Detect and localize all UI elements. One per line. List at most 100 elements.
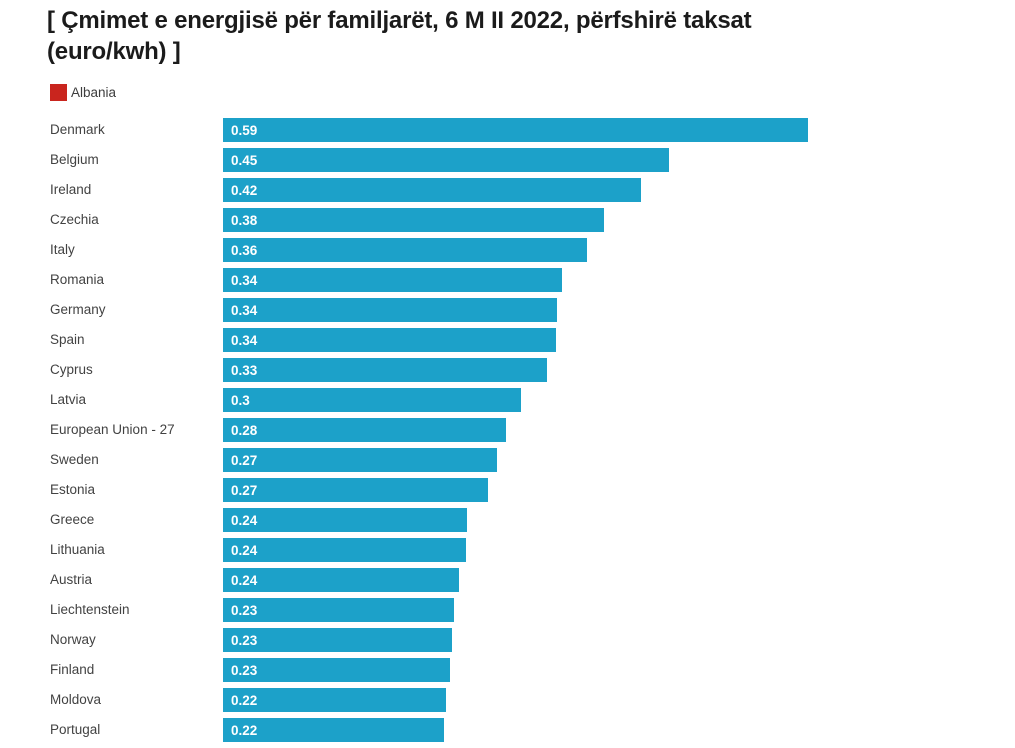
- chart-row: Denmark 0.59: [0, 118, 1015, 148]
- category-label: Latvia: [50, 392, 87, 407]
- bar-track: 0.38: [223, 208, 1015, 232]
- bar[interactable]: 0.36: [223, 238, 587, 262]
- value-label: 0.28: [231, 422, 258, 438]
- bar[interactable]: 0.33: [223, 358, 547, 382]
- bar[interactable]: 0.23: [223, 628, 452, 652]
- chart-row: Spain 0.34: [0, 328, 1015, 358]
- chart-row: Romania 0.34: [0, 268, 1015, 298]
- category-label: Moldova: [50, 692, 102, 707]
- bar-track: 0.24: [223, 508, 1015, 532]
- bar[interactable]: 0.23: [223, 598, 454, 622]
- value-label: 0.22: [231, 722, 258, 738]
- value-label: 0.34: [231, 302, 258, 318]
- bar-track: 0.23: [223, 628, 1015, 652]
- category-label: Greece: [50, 512, 95, 527]
- chart-row: Latvia 0.3: [0, 388, 1015, 418]
- bar[interactable]: 0.42: [223, 178, 641, 202]
- legend-label: Albania: [71, 85, 117, 100]
- value-label: 0.59: [231, 122, 258, 138]
- bar-track: 0.27: [223, 448, 1015, 472]
- bar-track: 0.23: [223, 658, 1015, 682]
- bar-track: 0.34: [223, 268, 1015, 292]
- category-label: Austria: [50, 572, 93, 587]
- bar-track: 0.34: [223, 298, 1015, 322]
- category-label: Sweden: [50, 452, 99, 467]
- legend-item-albania[interactable]: Albania: [50, 84, 116, 101]
- chart-row: Portugal 0.22: [0, 718, 1015, 748]
- value-label: 0.36: [231, 242, 258, 258]
- chart-row: Cyprus 0.33: [0, 358, 1015, 388]
- chart-row: Germany 0.34: [0, 298, 1015, 328]
- category-label: Estonia: [50, 482, 96, 497]
- chart-row: Norway 0.23: [0, 628, 1015, 658]
- value-label: 0.27: [231, 482, 258, 498]
- chart-row: Czechia 0.38: [0, 208, 1015, 238]
- category-label: Liechtenstein: [50, 602, 130, 617]
- category-label: Romania: [50, 272, 105, 287]
- chart-title: [ Çmimet e energjisë për familjarët, 6 M…: [47, 7, 752, 65]
- category-label: Finland: [50, 662, 95, 677]
- chart-row: Lithuania 0.24: [0, 538, 1015, 568]
- value-label: 0.34: [231, 332, 258, 348]
- bar[interactable]: 0.22: [223, 718, 444, 742]
- bar-track: 0.36: [223, 238, 1015, 262]
- bar-track: 0.22: [223, 688, 1015, 712]
- chart-row: Belgium 0.45: [0, 148, 1015, 178]
- category-label: Portugal: [50, 722, 101, 737]
- value-label: 0.23: [231, 662, 258, 678]
- bar[interactable]: 0.22: [223, 688, 446, 712]
- bar-track: 0.42: [223, 178, 1015, 202]
- bar[interactable]: 0.23: [223, 658, 450, 682]
- value-label: 0.23: [231, 632, 258, 648]
- bar-track: 0.3: [223, 388, 1015, 412]
- category-label: Italy: [50, 242, 75, 257]
- bar[interactable]: 0.27: [223, 448, 497, 472]
- value-label: 0.45: [231, 152, 258, 168]
- bar-track: 0.59: [223, 118, 1015, 142]
- bar[interactable]: 0.24: [223, 568, 459, 592]
- value-label: 0.23: [231, 602, 258, 618]
- bar-track: 0.22: [223, 718, 1015, 742]
- bar[interactable]: 0.27: [223, 478, 488, 502]
- bar-track: 0.33: [223, 358, 1015, 382]
- bar[interactable]: 0.34: [223, 298, 557, 322]
- category-label: Ireland: [50, 182, 92, 197]
- bar-track: 0.34: [223, 328, 1015, 352]
- bar[interactable]: 0.45: [223, 148, 669, 172]
- value-label: 0.38: [231, 212, 258, 228]
- category-label: Germany: [50, 302, 106, 317]
- chart-row: Ireland 0.42: [0, 178, 1015, 208]
- bar[interactable]: 0.59: [223, 118, 808, 142]
- bar-track: 0.45: [223, 148, 1015, 172]
- category-label: Denmark: [50, 122, 105, 137]
- bar[interactable]: 0.38: [223, 208, 604, 232]
- bar[interactable]: 0.34: [223, 268, 562, 292]
- category-label: Czechia: [50, 212, 99, 227]
- category-label: Spain: [50, 332, 85, 347]
- bar[interactable]: 0.24: [223, 538, 466, 562]
- chart-row: Austria 0.24: [0, 568, 1015, 598]
- bar-chart: Denmark 0.59 Belgium 0.45 Ireland 0.42 C…: [0, 118, 1015, 748]
- bar-track: 0.28: [223, 418, 1015, 442]
- category-label: Lithuania: [50, 542, 105, 557]
- value-label: 0.34: [231, 272, 258, 288]
- bar[interactable]: 0.3: [223, 388, 521, 412]
- value-label: 0.27: [231, 452, 258, 468]
- chart-row: Italy 0.36: [0, 238, 1015, 268]
- chart-row: European Union - 27 0.28: [0, 418, 1015, 448]
- chart-row: Estonia 0.27: [0, 478, 1015, 508]
- bar[interactable]: 0.24: [223, 508, 467, 532]
- value-label: 0.24: [231, 572, 258, 588]
- value-label: 0.3: [231, 392, 250, 408]
- chart-row: Moldova 0.22: [0, 688, 1015, 718]
- value-label: 0.42: [231, 182, 258, 198]
- value-label: 0.22: [231, 692, 258, 708]
- value-label: 0.24: [231, 542, 258, 558]
- bar-track: 0.24: [223, 568, 1015, 592]
- bar[interactable]: 0.28: [223, 418, 506, 442]
- category-label: Cyprus: [50, 362, 93, 377]
- bar[interactable]: 0.34: [223, 328, 556, 352]
- category-label: Norway: [50, 632, 96, 647]
- value-label: 0.24: [231, 512, 258, 528]
- category-label: Belgium: [50, 152, 99, 167]
